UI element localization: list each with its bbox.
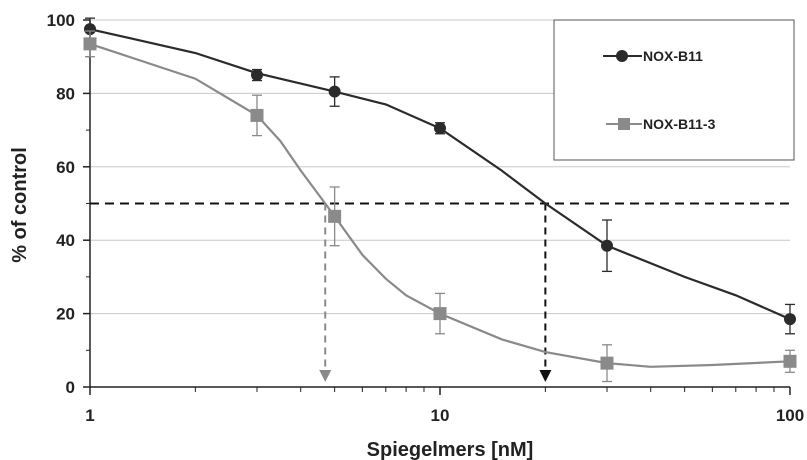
y-tick-label: 80 [56,84,75,103]
data-point [250,69,263,82]
data-point [783,354,797,368]
legend-marker-nox-b11-3 [618,118,630,130]
legend-box [553,19,795,161]
data-point [328,209,342,223]
axes: 0 20 40 60 80 100 1 10 100 [47,11,805,425]
series-curve [89,42,791,368]
data-point [328,85,341,98]
y-tick-label: 40 [56,231,75,250]
ic50-arrow-head [539,370,552,382]
data-point [784,313,796,326]
y-tick-label: 100 [47,11,75,30]
legend-label-nox-b11-3: NOX-B11-3 [643,116,716,132]
x-tick-label: 10 [431,406,450,425]
legend: NOX-B11 NOX-B11-3 [553,19,795,161]
data-point [433,307,447,321]
data-point [84,23,96,36]
data-point [83,37,97,51]
data-point [600,356,614,370]
data-point [250,108,264,122]
ic50-arrows [319,203,552,382]
series-curve [89,28,791,321]
y-tick-label: 20 [56,305,75,324]
y-tick-label: 0 [66,378,75,397]
legend-marker-nox-b11 [616,50,628,62]
series-0 [84,17,796,335]
series-layer [83,17,797,383]
x-tick-label: 1 [85,406,94,425]
x-axis-title: Spiegelmers [nM] [367,439,534,460]
y-tick-label: 60 [56,158,75,177]
y-axis-title: % of control [9,147,31,263]
data-point [434,122,446,135]
x-tick-label: 100 [776,406,804,425]
data-point [600,239,613,252]
legend-label-nox-b11: NOX-B11 [643,48,703,64]
series-1 [83,30,797,383]
ic50-arrow-head [319,370,332,382]
